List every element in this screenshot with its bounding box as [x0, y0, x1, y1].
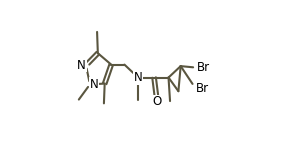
Text: Br: Br — [197, 61, 210, 74]
Text: O: O — [152, 95, 162, 108]
Text: N: N — [77, 59, 86, 72]
Text: N: N — [90, 78, 99, 91]
Text: N: N — [134, 71, 142, 84]
Text: Br: Br — [196, 82, 209, 95]
